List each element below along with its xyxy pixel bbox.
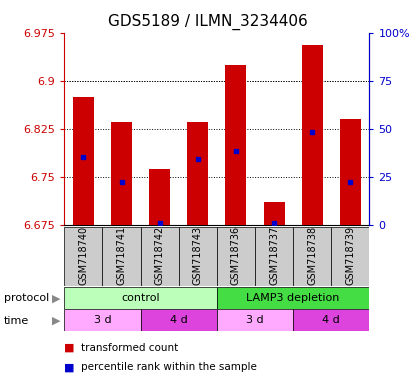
Text: GSM718741: GSM718741: [117, 225, 127, 285]
Bar: [217, 227, 255, 286]
Text: percentile rank within the sample: percentile rank within the sample: [81, 362, 257, 372]
Text: 3 d: 3 d: [246, 315, 264, 325]
Bar: [64, 227, 103, 286]
Bar: [149, 169, 170, 225]
Text: GSM718738: GSM718738: [307, 225, 317, 285]
Text: transformed count: transformed count: [81, 343, 178, 353]
Bar: [217, 309, 293, 331]
Bar: [64, 309, 141, 331]
Bar: [264, 202, 285, 225]
Text: 4 d: 4 d: [170, 315, 188, 325]
Bar: [340, 119, 361, 225]
Bar: [255, 227, 293, 286]
Bar: [293, 227, 331, 286]
Bar: [302, 45, 322, 225]
Text: GSM718739: GSM718739: [345, 225, 355, 285]
Text: ■: ■: [64, 362, 75, 372]
Text: GSM718743: GSM718743: [193, 225, 203, 285]
Bar: [103, 227, 141, 286]
Text: ▶: ▶: [52, 293, 60, 303]
Bar: [225, 65, 247, 225]
Text: time: time: [4, 316, 29, 326]
Bar: [73, 97, 94, 225]
Text: 3 d: 3 d: [94, 315, 111, 325]
Text: LAMP3 depletion: LAMP3 depletion: [247, 293, 340, 303]
Text: GSM718742: GSM718742: [155, 225, 165, 285]
Bar: [217, 287, 369, 309]
Bar: [179, 227, 217, 286]
Text: control: control: [121, 293, 160, 303]
Text: 4 d: 4 d: [322, 315, 340, 325]
Bar: [293, 309, 369, 331]
Bar: [187, 122, 208, 225]
Bar: [111, 122, 132, 225]
Bar: [64, 287, 217, 309]
Bar: [331, 227, 369, 286]
Text: protocol: protocol: [4, 293, 49, 303]
Bar: [141, 227, 179, 286]
Bar: [141, 309, 217, 331]
Text: GDS5189 / ILMN_3234406: GDS5189 / ILMN_3234406: [107, 13, 308, 30]
Text: ▶: ▶: [52, 316, 60, 326]
Text: GSM718736: GSM718736: [231, 225, 241, 285]
Text: GSM718737: GSM718737: [269, 225, 279, 285]
Text: GSM718740: GSM718740: [78, 225, 88, 285]
Text: ■: ■: [64, 343, 75, 353]
